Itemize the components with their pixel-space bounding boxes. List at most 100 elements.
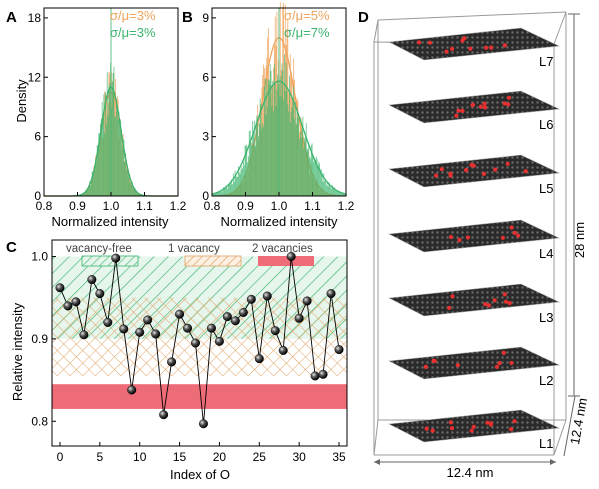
panel-a-xlabel: Normalized intensity [51,214,169,229]
hist-bar [330,187,331,196]
vacancy-dot [509,361,513,365]
layer-l5: L5 [389,155,559,196]
hist-bar [258,136,259,196]
data-point [175,310,184,319]
vacancy-dot [506,162,510,166]
vacancy-dot [487,303,491,307]
hist-bar [333,189,334,196]
vacancy-dot [449,235,453,239]
hist-bar [285,91,286,196]
hist-bar [277,75,278,196]
hist-bar [302,126,303,196]
xtick-label: 1.2 [170,199,187,213]
hist-bar [307,150,308,196]
hist-bar [313,157,314,196]
panel-d-depth-label: 12.4 nm [567,397,590,446]
hist-bar [288,112,289,196]
hist-bar [133,188,134,196]
hist-bar [273,111,274,196]
data-point [231,316,240,325]
hist-bar [129,182,130,196]
hist-bar [222,191,223,196]
box-edge [554,420,566,455]
hist-bar [248,156,249,196]
xtick-label: 1.0 [271,199,288,213]
hist-bar [265,78,266,196]
panel-b-legend-0: σ/μ=5% [284,8,330,23]
data-point [56,283,65,292]
data-point [119,325,128,334]
hist-bar [117,108,118,196]
hist-bar [298,118,299,196]
hist-bar [314,158,315,196]
hist-bar [243,158,244,196]
hist-bar [310,159,311,196]
vacancy-dot [450,426,454,430]
hist-bar [225,188,226,196]
hist-bar [284,54,285,196]
hist-bar [245,145,246,196]
ytick-label: 1.0 [31,249,48,263]
vacancy-dot [501,236,505,240]
vacancy-dot [470,103,474,107]
panel-a-legend-1: σ/μ=3% [110,25,156,40]
xtick-label: 0.9 [69,199,86,213]
vacancy-dot [417,40,421,44]
vacancy-dot [444,50,448,54]
vacancy-dot [454,114,458,118]
hist-bar [116,98,117,196]
ytick-label: 9 [202,11,209,25]
hist-bar [276,106,277,196]
layer-l2: L2 [389,347,559,388]
hist-bar [291,112,292,196]
data-point [207,324,216,333]
vacancy-dot [460,109,464,113]
vacancy-dot [450,294,454,298]
xtick-label: 10 [133,450,147,464]
layer-label: L3 [539,310,553,325]
vacancy-dot [449,420,453,424]
hist-bar [255,146,256,196]
hist-bar [240,170,241,196]
layer-l1: L1 [389,410,559,451]
hist-bar [267,107,268,196]
panel-b-xlabel: Normalized intensity [220,214,338,229]
panel-d-label: D [358,9,369,26]
hist-bar [287,90,288,196]
vacancy-dot [489,46,493,50]
vacancy-dot [513,231,517,235]
ytick-label: 18 [28,11,42,25]
hist-bar [121,130,122,196]
ytick-label: 3 [202,130,209,144]
hist-bar [268,79,269,196]
legend-swatch-2 [258,256,314,266]
legend-label-0: vacancy-free [66,243,132,255]
hist-bar [290,122,291,196]
hist-bar [263,127,264,196]
hist-bar [324,181,325,196]
vacancy-dot [503,292,507,296]
hist-bar [266,115,267,196]
layer-label: L5 [539,181,553,196]
hist-bar [244,166,245,196]
hist-bar [251,146,252,196]
xtick-label: 0 [57,450,64,464]
vacancy-dot [460,39,464,43]
hist-bar [272,81,273,196]
layer-label: L4 [539,246,553,261]
vacancy-dot [469,163,473,167]
vacancy-dot [457,238,461,242]
vacancy-dot [493,168,497,172]
vacancy-dot [440,167,444,171]
layer-l4: L4 [389,220,559,261]
vacancy-dot [483,105,487,109]
vacancy-dot [508,301,512,305]
hist-bar [339,192,340,196]
hist-bar [294,119,295,196]
hist-bar [236,177,237,196]
vacancy-dot [506,102,510,106]
hist-bar [259,124,260,196]
panel-b-series-1 [212,54,347,196]
